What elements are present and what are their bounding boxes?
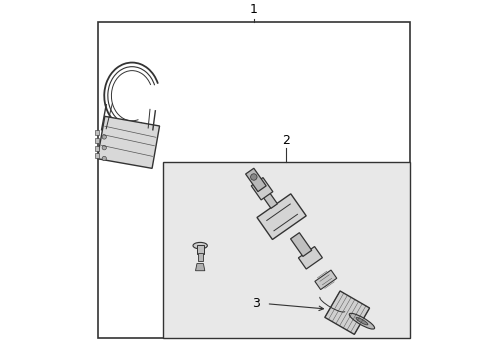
Ellipse shape xyxy=(250,174,257,180)
Circle shape xyxy=(102,156,106,161)
Polygon shape xyxy=(251,177,273,200)
Polygon shape xyxy=(245,168,266,192)
Circle shape xyxy=(102,145,106,150)
Bar xyxy=(95,138,99,143)
Bar xyxy=(98,22,410,338)
Circle shape xyxy=(102,135,106,139)
Bar xyxy=(196,245,204,253)
Polygon shape xyxy=(315,270,337,289)
Ellipse shape xyxy=(356,318,368,325)
Polygon shape xyxy=(298,247,322,269)
Bar xyxy=(95,145,99,150)
Ellipse shape xyxy=(193,242,207,249)
Polygon shape xyxy=(291,233,312,256)
Text: 1: 1 xyxy=(250,3,258,16)
Text: 2: 2 xyxy=(282,134,290,147)
Ellipse shape xyxy=(349,313,375,329)
Text: 3: 3 xyxy=(252,297,260,310)
Polygon shape xyxy=(325,291,369,334)
Bar xyxy=(163,162,410,338)
Bar xyxy=(95,153,99,158)
Polygon shape xyxy=(196,264,205,271)
Bar xyxy=(95,130,99,135)
Polygon shape xyxy=(98,116,160,168)
Bar xyxy=(197,253,203,261)
Polygon shape xyxy=(259,187,277,208)
Polygon shape xyxy=(257,194,306,239)
